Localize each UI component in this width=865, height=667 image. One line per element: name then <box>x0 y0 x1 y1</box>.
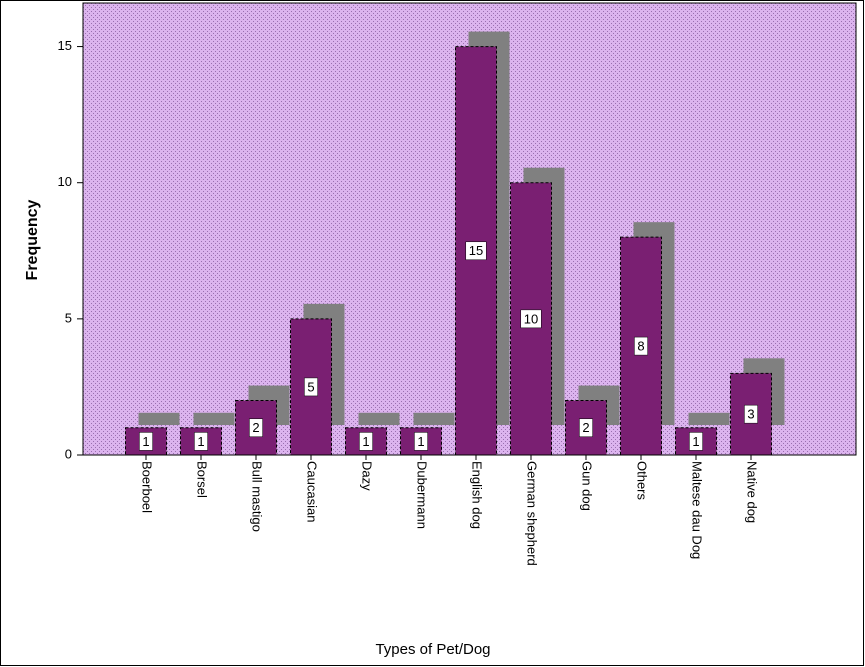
bar <box>455 46 497 456</box>
bar-shadow <box>688 412 730 425</box>
x-tick-label: Borsel <box>195 461 210 498</box>
value-label: 5 <box>307 379 314 394</box>
value-label-box <box>520 309 542 329</box>
x-tick-label: Dubermann <box>415 461 430 529</box>
value-label: 10 <box>524 311 538 326</box>
x-tick-label: Dazy <box>360 461 375 491</box>
bar-shadow <box>193 412 235 425</box>
y-axis-title: Frequency <box>24 199 41 280</box>
x-tick-label: Others <box>635 461 650 501</box>
bar-shadow <box>413 412 455 425</box>
value-label: 1 <box>362 434 369 449</box>
value-label-box <box>249 418 263 438</box>
bar-shadow <box>358 412 400 425</box>
bar-shadow <box>138 412 180 425</box>
value-label-box <box>465 241 487 261</box>
x-tick-label: Bull mastigo <box>250 461 265 532</box>
value-label-box <box>359 432 373 451</box>
x-tick-label: Boerboel <box>140 461 155 513</box>
x-tick-label: Caucasian <box>305 461 320 522</box>
value-label: 1 <box>197 434 204 449</box>
x-tick-label: Gun dog <box>580 461 595 511</box>
value-label-box <box>744 404 758 424</box>
value-label-box <box>194 432 208 451</box>
bar <box>290 318 332 456</box>
value-label: 1 <box>417 434 424 449</box>
y-tick-label: 5 <box>65 310 72 325</box>
y-tick-label: 15 <box>58 38 72 53</box>
value-label: 8 <box>637 339 644 354</box>
value-label-box <box>139 432 153 451</box>
value-label: 1 <box>692 434 699 449</box>
x-tick-label: German shepherd <box>525 461 540 566</box>
value-label-box <box>414 432 428 451</box>
value-label-box <box>304 377 318 397</box>
value-label: 15 <box>469 243 483 258</box>
value-label: 2 <box>582 420 589 435</box>
value-label-box <box>689 432 703 451</box>
x-tick-label: English dog <box>470 461 485 529</box>
value-label: 1 <box>142 434 149 449</box>
value-label: 3 <box>747 407 754 422</box>
x-tick-label: Maltese dau Dog <box>690 461 705 559</box>
x-axis-title: Types of Pet/Dog <box>375 641 490 658</box>
y-tick-label: 10 <box>58 174 72 189</box>
value-label-box <box>579 418 593 438</box>
y-tick-label: 0 <box>65 446 72 461</box>
value-label-box <box>634 336 648 356</box>
x-tick-label: Native dog <box>745 461 760 523</box>
value-label: 2 <box>252 420 259 435</box>
